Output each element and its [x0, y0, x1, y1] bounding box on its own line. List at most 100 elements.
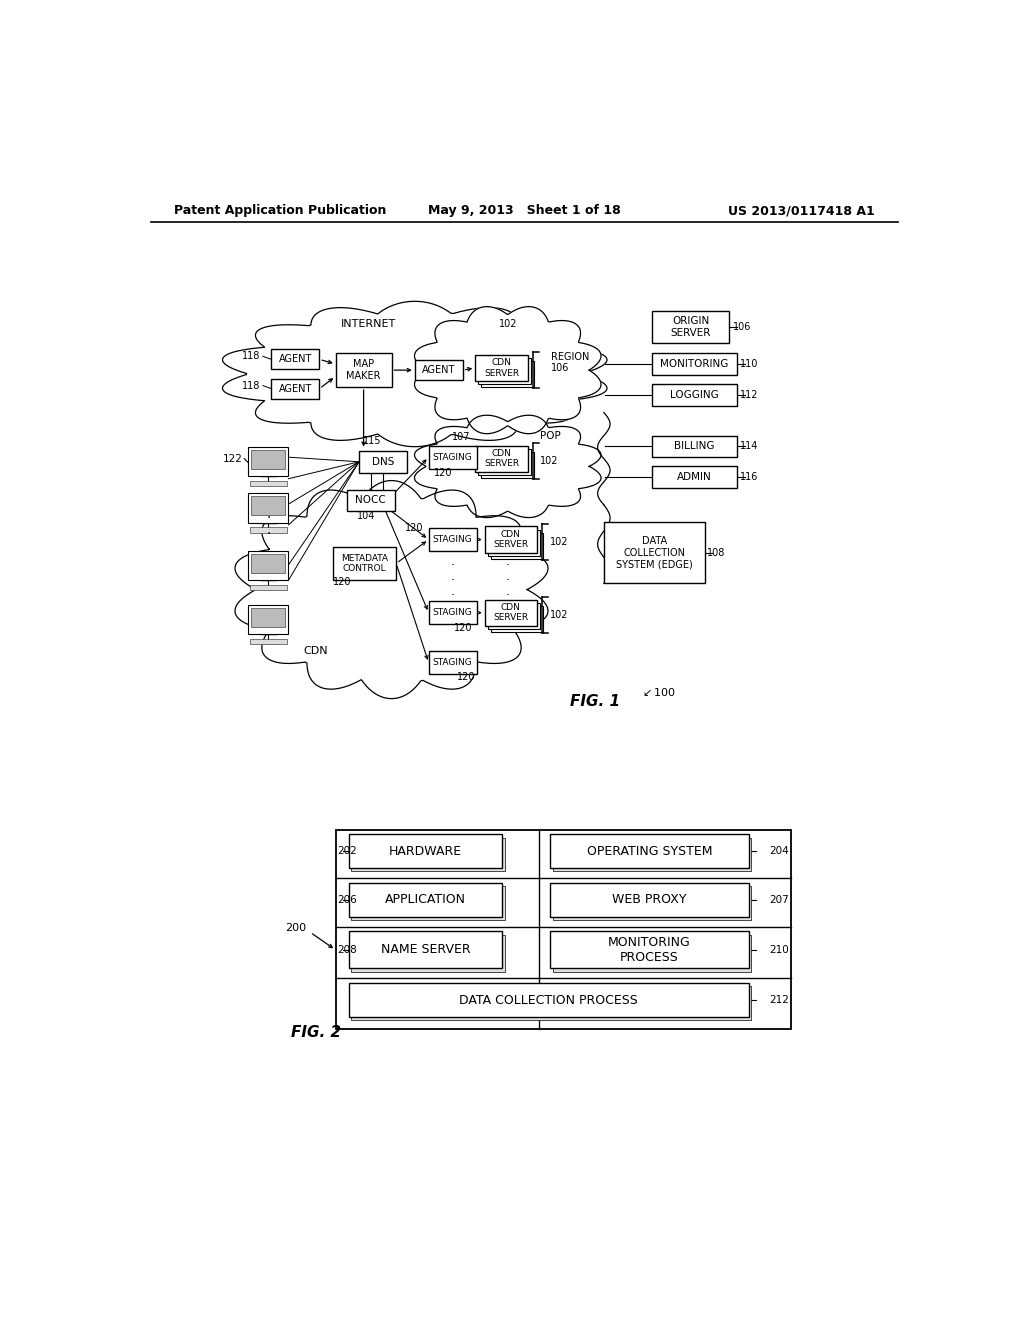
Polygon shape — [415, 416, 601, 517]
Bar — [429, 528, 477, 552]
Text: Patent Application Publication: Patent Application Publication — [174, 205, 387, 218]
Text: CDN: CDN — [303, 647, 328, 656]
Text: MONITORING
PROCESS: MONITORING PROCESS — [608, 936, 691, 964]
Text: 202: 202 — [337, 846, 357, 857]
Bar — [271, 379, 319, 399]
Bar — [250, 639, 287, 644]
Bar — [652, 384, 737, 405]
Bar — [550, 932, 749, 969]
Bar — [478, 449, 531, 475]
Text: 122: 122 — [223, 454, 243, 463]
Bar — [553, 886, 751, 920]
Text: REGION
106: REGION 106 — [551, 351, 590, 374]
Bar — [652, 466, 737, 488]
Bar — [429, 651, 477, 675]
Bar — [250, 585, 287, 590]
Bar — [429, 601, 477, 624]
Bar — [478, 358, 531, 384]
Text: 120: 120 — [454, 623, 472, 634]
Bar — [336, 830, 792, 1028]
Bar — [248, 552, 289, 581]
Text: AGENT: AGENT — [279, 384, 312, 393]
Bar — [490, 606, 544, 632]
Text: INTERNET: INTERNET — [341, 319, 396, 329]
Text: 204: 204 — [769, 846, 790, 857]
Bar — [248, 447, 289, 477]
Polygon shape — [234, 480, 548, 698]
Bar — [481, 451, 535, 478]
Bar — [248, 494, 289, 523]
Text: 210: 210 — [769, 945, 790, 954]
Bar — [333, 548, 396, 579]
Bar — [487, 603, 541, 628]
Text: AGENT: AGENT — [279, 354, 312, 364]
Text: 206: 206 — [337, 895, 357, 906]
Text: HARDWARE: HARDWARE — [389, 845, 462, 858]
Text: 118: 118 — [242, 351, 260, 362]
Bar — [251, 450, 286, 469]
Text: 120: 120 — [458, 672, 476, 681]
Bar — [250, 527, 287, 532]
Text: LOGGING: LOGGING — [670, 389, 719, 400]
Text: US 2013/0117418 A1: US 2013/0117418 A1 — [728, 205, 876, 218]
Polygon shape — [415, 306, 601, 434]
Text: ADMIN: ADMIN — [677, 473, 712, 482]
Text: CDN
SERVER: CDN SERVER — [494, 603, 528, 623]
Text: 114: 114 — [739, 441, 758, 451]
Text: 102: 102 — [499, 319, 517, 329]
Text: CDN
SERVER: CDN SERVER — [484, 449, 519, 469]
Text: 106: 106 — [732, 322, 751, 333]
Text: STAGING: STAGING — [433, 453, 473, 462]
Text: MONITORING: MONITORING — [660, 359, 729, 370]
Bar — [349, 883, 503, 917]
Text: OPERATING SYSTEM: OPERATING SYSTEM — [587, 845, 713, 858]
Bar — [336, 354, 391, 387]
Text: 120: 120 — [333, 577, 351, 587]
Text: FIG. 2: FIG. 2 — [291, 1024, 341, 1040]
Text: 115: 115 — [362, 436, 381, 446]
Text: 102: 102 — [541, 455, 559, 466]
Text: CDN
SERVER: CDN SERVER — [484, 358, 519, 378]
Text: $\swarrow$100: $\swarrow$100 — [640, 686, 676, 698]
Text: NOCC: NOCC — [355, 495, 386, 506]
Text: 107: 107 — [452, 432, 470, 442]
Bar — [475, 446, 528, 471]
Text: ·
·
·: · · · — [451, 558, 455, 602]
Bar — [271, 350, 319, 370]
Text: 102: 102 — [550, 610, 568, 620]
Text: ·
·
·: · · · — [266, 511, 270, 557]
Text: 120: 120 — [404, 523, 423, 533]
Text: NAME SERVER: NAME SERVER — [381, 944, 470, 957]
Bar — [553, 837, 751, 871]
Text: ·
·
·: · · · — [506, 558, 510, 602]
Text: APPLICATION: APPLICATION — [385, 894, 466, 907]
Bar — [604, 521, 705, 583]
Text: METADATA
CONTROL: METADATA CONTROL — [341, 553, 388, 573]
Bar — [251, 496, 286, 515]
Text: ORIGIN
SERVER: ORIGIN SERVER — [671, 317, 711, 338]
Text: STAGING: STAGING — [433, 609, 473, 618]
Text: BILLING: BILLING — [674, 441, 715, 451]
Bar — [248, 605, 289, 635]
Text: 120: 120 — [434, 467, 453, 478]
Bar — [251, 609, 286, 627]
Text: STAGING: STAGING — [433, 659, 473, 667]
Text: 108: 108 — [707, 548, 725, 557]
Bar — [481, 360, 535, 387]
Text: May 9, 2013   Sheet 1 of 18: May 9, 2013 Sheet 1 of 18 — [428, 205, 622, 218]
Text: 116: 116 — [739, 473, 758, 482]
Bar — [359, 451, 407, 473]
Bar — [550, 834, 749, 869]
Bar — [349, 983, 749, 1016]
Bar — [652, 312, 729, 343]
Bar — [553, 935, 751, 972]
Bar — [429, 446, 477, 469]
Text: POP: POP — [540, 430, 561, 441]
Text: DNS: DNS — [372, 457, 394, 467]
Bar — [351, 986, 751, 1020]
Bar — [652, 354, 737, 375]
Bar — [487, 529, 541, 556]
Bar — [475, 355, 528, 381]
Bar — [351, 886, 505, 920]
Bar — [349, 932, 503, 969]
